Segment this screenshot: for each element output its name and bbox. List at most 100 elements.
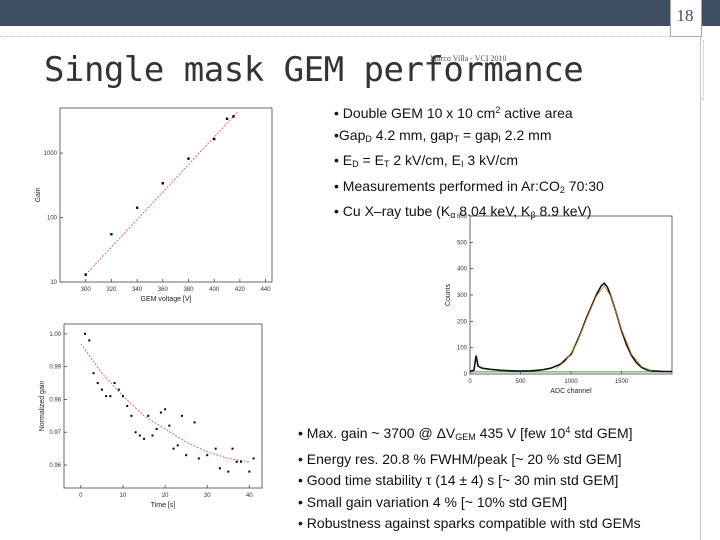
setup-bullet-text: • Cu X–ray tube (K (334, 203, 451, 219)
x-tick-label: 30 (204, 493, 211, 499)
setup-bullet-text: T (383, 159, 390, 169)
data-point (225, 117, 229, 120)
result-bullet-text: • Energy res. 20.8 % FWHM/peak [~ 20 % s… (298, 450, 622, 467)
y-tick-label: 100 (47, 216, 58, 222)
setup-bullet-text: active area (500, 105, 573, 121)
gain-chart-svg: 300 320 340 360 380 400 420 440 10 100 1000 GEM vol… (35, 107, 273, 303)
y-tick-label: 1000 (44, 151, 58, 157)
y-tick-label: 0.97 (49, 430, 61, 436)
data-point (187, 157, 190, 160)
setup-bullet-text: • E (334, 152, 353, 168)
y-tick-label: 10 (50, 280, 57, 286)
setup-bullet-text: 3 kV/cm (463, 152, 518, 168)
data-point (176, 444, 179, 447)
data-point (218, 467, 221, 470)
x-tick-label: 380 (183, 287, 194, 293)
x-axis-label: ADC channel (550, 388, 592, 395)
result-bullet-text: • Small gain variation 4 % [~ 10% std GE… (298, 493, 568, 510)
data-point (113, 382, 116, 385)
x-tick-label: 340 (132, 287, 143, 293)
data-point (227, 470, 230, 473)
y-axis-label: Normalized gain (39, 381, 46, 432)
data-point (147, 414, 150, 417)
data-point (96, 382, 99, 385)
plot-frame (59, 107, 273, 283)
result-bullet-text: • Max. gain ~ 3700 @ ΔV (298, 425, 456, 441)
plot-frame (63, 323, 263, 489)
setup-bullet-text: = gap (459, 126, 499, 143)
y-tick-label: 200 (457, 319, 468, 325)
y-tick-label: 0.96 (49, 463, 61, 469)
data-point (109, 395, 112, 398)
data-point (134, 431, 137, 434)
data-point (151, 434, 154, 437)
y-tick-label: 0 (464, 372, 468, 378)
data-point (92, 372, 95, 375)
y-axis-label: Gain (35, 188, 42, 203)
x-tick-label: 40 (246, 493, 253, 499)
right-border-line (700, 0, 701, 540)
x-tick-label: 300 (81, 287, 92, 293)
x-tick-label: 320 (106, 287, 117, 293)
x-tick-label: 400 (209, 287, 220, 293)
result-bullet-4: • Robustness against sparks compatible w… (298, 513, 641, 535)
data-point (105, 395, 108, 398)
setup-bullet-text: 2 kV/cm, E (389, 152, 462, 168)
y-tick-label: 500 (457, 240, 468, 246)
data-point (231, 447, 234, 450)
y-tick-label: 600 (457, 214, 468, 220)
data-point (232, 115, 235, 118)
stability-chart-svg: 0 10 20 30 40 0.96 0.97 0.98 0.99 1.00 Time [s] Nor… (39, 323, 263, 509)
data-point (248, 470, 251, 473)
y-tick-label: 1.00 (49, 332, 61, 338)
setup-bullet-text: I (498, 133, 501, 144)
y-tick-label: 300 (457, 293, 468, 299)
y-tick-label: 400 (457, 267, 468, 273)
setup-bullet-text: 2 (495, 105, 501, 115)
data-point (172, 447, 175, 450)
top-bar (0, 0, 700, 26)
result-bullet-3: • Small gain variation 4 % [~ 10% std GE… (298, 492, 641, 514)
fit-line (85, 112, 238, 275)
data-point (143, 437, 146, 440)
result-bullet-text: 4 (565, 425, 571, 435)
data-point (135, 206, 139, 209)
gain-vs-voltage-chart: 300 320 340 360 380 400 420 440 10 100 1000 GEM vol… (22, 100, 292, 315)
x-tick-label: 20 (162, 493, 169, 499)
y-tick-label: 0.99 (49, 365, 61, 371)
slide-title: Single mask GEM performance (44, 50, 584, 90)
data-point (193, 421, 196, 424)
data-point (84, 273, 87, 276)
result-bullet-text: 435 V [few 10 (475, 425, 566, 441)
setup-bullet-text: 8.04 keV, K (455, 203, 531, 219)
setup-bullet-4: • Cu X–ray tube (Kα 8.04 keV, Kβ 8.9 keV… (334, 201, 604, 227)
x-axis-label: Time [s] (151, 502, 176, 509)
x-tick-label: 10 (120, 493, 127, 499)
data-point (214, 447, 217, 450)
result-bullet-1: • Energy res. 20.8 % FWHM/peak [~ 20 % s… (298, 449, 641, 471)
setup-bullet-3: • Measurements performed in Ar:CO2 70:30 (334, 176, 604, 202)
setup-bullet-0: • Double GEM 10 x 10 cm2 active area (334, 100, 604, 125)
y-axis-label: Counts (445, 283, 452, 306)
setup-bullet-text: 8.9 keV) (535, 203, 592, 219)
spectrum-line (469, 282, 673, 373)
x-tick-label: 500 (515, 379, 526, 385)
data-point (180, 414, 183, 417)
setup-bullet-text: β (530, 210, 536, 220)
result-bullet-text: • Robustness against sparks compatible w… (298, 515, 641, 531)
result-bullet-text: • Good time stability τ (14 ± 4) s [~ 30… (298, 472, 619, 488)
setup-bullet-list: • Double GEM 10 x 10 cm2 active area •Gap… (334, 100, 604, 227)
data-point (197, 457, 200, 460)
slide-number-box (670, 0, 702, 37)
data-point (252, 457, 255, 460)
spectrum-chart-svg: 0 500 1000 1500 0 100 200 300 400 500 600 ADC chann… (445, 214, 673, 395)
result-bullet-2: • Good time stability τ (14 ± 4) s [~ 30… (298, 470, 641, 492)
setup-bullet-text: • Measurements performed in Ar:CO (334, 177, 560, 194)
data-point (138, 434, 141, 437)
x-tick-label: 440 (261, 287, 272, 293)
y-tick-label: 0.98 (49, 397, 61, 403)
data-point (159, 411, 162, 414)
data-point (168, 424, 171, 427)
setup-bullet-text: D (352, 159, 359, 169)
x-tick-label: 0 (79, 493, 83, 499)
